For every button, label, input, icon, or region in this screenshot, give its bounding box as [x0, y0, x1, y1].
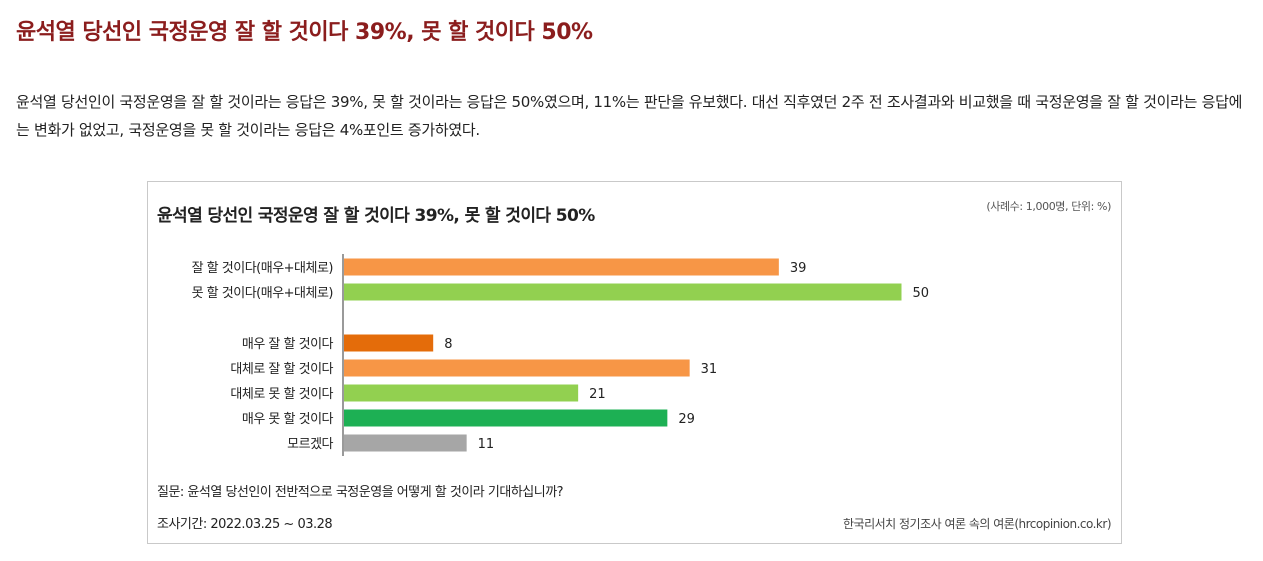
chart-title: 윤석열 당선인 국정운영 잘 할 것이다 39%, 못 할 것이다 50%: [157, 206, 595, 226]
category-label: 매우 잘 할 것이다: [242, 337, 334, 352]
bar-value-label: 21: [589, 387, 606, 402]
survey-question: 질문: 윤석열 당선인이 전반적으로 국정운영을 어떻게 할 것이라 기대하십니…: [157, 485, 564, 500]
category-label: 매우 못 할 것이다: [242, 412, 334, 427]
category-label: 못 할 것이다(매우+대체로): [192, 286, 333, 301]
survey-period: 조사기간: 2022.03.25 ~ 03.28: [157, 517, 333, 532]
chart-unit-note: (사례수: 1,000명, 단위: %): [986, 200, 1111, 213]
bar-value-label: 50: [913, 286, 930, 301]
bar: [344, 334, 434, 352]
bar: [344, 409, 668, 427]
category-label: 잘 할 것이다(매우+대체로): [192, 261, 333, 276]
bar-chart-plot: 잘 할 것이다(매우+대체로) 39 못 할 것이다(매우+대체로) 50 매우 잘 할…: [192, 254, 930, 456]
chart-source: 한국리서치 정기조사 여론 속의 여론(hrcopinion.co.kr): [842, 517, 1112, 531]
bar-value-label: 39: [790, 261, 807, 276]
bar: [344, 283, 902, 301]
bar: [344, 434, 467, 452]
bar: [344, 258, 779, 276]
bar-value-label: 11: [478, 437, 495, 452]
bar: [344, 359, 690, 377]
category-label: 모르겠다: [287, 437, 333, 452]
category-label: 대체로 못 할 것이다: [230, 387, 333, 402]
article-headline: 윤석열 당선인 국정운영 잘 할 것이다 39%, 못 할 것이다 50%: [16, 20, 593, 45]
bar-value-label: 29: [678, 412, 695, 427]
category-label: 대체로 잘 할 것이다: [230, 362, 333, 377]
bar-value-label: 8: [444, 337, 452, 352]
article-paragraph: 윤석열 당선인이 국정운영을 잘 할 것이라는 응답은 39%, 못 할 것이라…: [16, 93, 1243, 139]
bar: [344, 384, 579, 402]
bar-value-label: 31: [701, 362, 718, 377]
chart-figure: 윤석열 당선인 국정운영 잘 할 것이다 39%, 못 할 것이다 50% (사…: [147, 181, 1122, 544]
